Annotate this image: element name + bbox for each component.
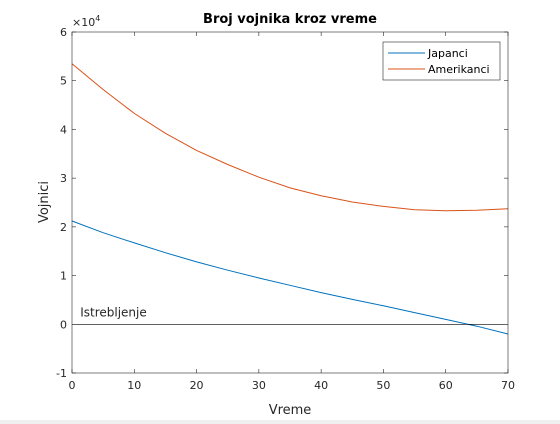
y-exponent-label: ×104 [72,14,100,29]
legend-label-amerikanci: Amerikanci [428,63,490,76]
x-tick-label: 10 [127,379,141,392]
chart-title: Broj vojnika kroz vreme [203,12,377,27]
x-axis: 0 10 20 30 40 50 60 70 [69,32,515,392]
y-tick-label: 2 [60,221,67,234]
legend[interactable]: Japanci Amerikanci [382,41,501,81]
x-tick-label: 0 [69,379,76,392]
y-tick-label: 4 [60,123,67,136]
legend-box [382,41,501,81]
y-tick-label: 6 [60,26,67,39]
y-tick-label: 3 [60,172,67,185]
y-axis-label: Vojnici [37,181,52,223]
x-tick-label: 70 [501,379,515,392]
x-axis-label: Vreme [269,403,312,418]
y-axis: -1 0 1 2 3 4 5 6 [56,26,508,380]
x-tick-label: 20 [190,379,204,392]
axes-box [71,31,509,374]
series-line-japanci [71,220,509,335]
series-layer [71,63,509,335]
x-tick-label: 50 [376,379,390,392]
y-tick-label: 1 [60,270,67,283]
legend-label-japanci: Japanci [427,47,468,60]
x-tick-label: 40 [314,379,328,392]
y-tick-label: 5 [60,75,67,88]
y-tick-label: 0 [60,318,67,331]
extinction-annotation: Istrebljenje [80,305,147,319]
x-tick-label: 60 [439,379,453,392]
y-tick-label: -1 [56,367,67,380]
x-tick-label: 30 [252,379,266,392]
series-line-amerikanci [71,63,509,212]
plot-area [72,32,508,373]
